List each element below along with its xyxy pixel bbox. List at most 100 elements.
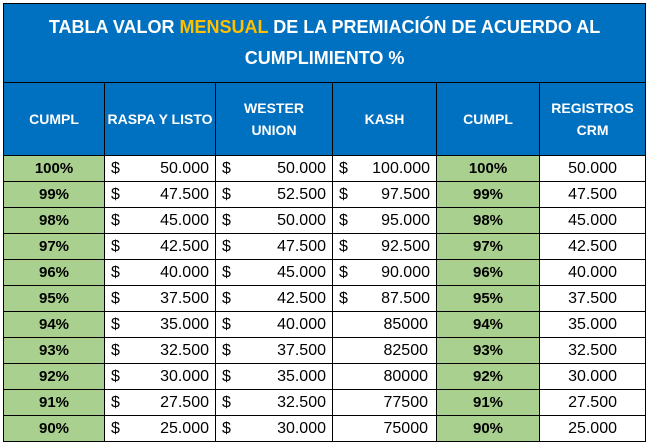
cell-kash[interactable]: $100.000 <box>332 155 437 182</box>
amount: 30.000 <box>277 419 326 437</box>
cell-wester-union[interactable]: $32.500 <box>215 389 333 416</box>
amount: 45.000 <box>277 263 326 281</box>
cell-wester-union[interactable]: $35.000 <box>215 363 333 390</box>
cell-cumpl-2[interactable]: 96% <box>436 259 540 286</box>
cell-cumpl-2[interactable]: 93% <box>436 337 540 364</box>
currency-symbol: $ <box>222 263 231 281</box>
cell-registros-crm[interactable]: 32.500 <box>538 337 647 364</box>
cell-cumpl[interactable]: 96% <box>3 259 105 286</box>
cell-cumpl-2[interactable]: 97% <box>436 233 540 260</box>
cell-kash[interactable]: 77500 <box>332 389 437 416</box>
cell-cumpl[interactable]: 100% <box>3 155 105 182</box>
amount: 40.000 <box>160 263 209 281</box>
currency-symbol: $ <box>222 185 231 203</box>
amount: 47.500 <box>160 185 209 203</box>
cell-cumpl[interactable]: 97% <box>3 233 105 260</box>
cell-raspa-y-listo[interactable]: $42.500 <box>104 233 216 260</box>
cell-wester-union[interactable]: $50.000 <box>215 155 333 182</box>
cell-raspa-y-listo[interactable]: $32.500 <box>104 337 216 364</box>
header-wester-union[interactable]: WESTER UNION <box>215 82 333 156</box>
cell-kash[interactable]: $97.500 <box>332 181 437 208</box>
cell-cumpl-2[interactable]: 92% <box>436 363 540 390</box>
cell-cumpl-2[interactable]: 100% <box>436 155 540 182</box>
currency-symbol: $ <box>222 289 231 307</box>
cell-cumpl[interactable]: 93% <box>3 337 105 364</box>
cell-raspa-y-listo[interactable]: $25.000 <box>104 415 216 442</box>
cell-raspa-y-listo[interactable]: $37.500 <box>104 285 216 312</box>
header-raspa-y-listo[interactable]: RASPA Y LISTO <box>104 82 216 156</box>
amount: 27.500 <box>160 393 209 411</box>
cell-cumpl[interactable]: 99% <box>3 181 105 208</box>
cell-raspa-y-listo[interactable]: $40.000 <box>104 259 216 286</box>
cell-cumpl-2[interactable]: 91% <box>436 389 540 416</box>
cell-cumpl[interactable]: 91% <box>3 389 105 416</box>
cell-raspa-y-listo[interactable]: $50.000 <box>104 155 216 182</box>
currency-symbol: $ <box>111 419 120 437</box>
amount: 37.500 <box>277 341 326 359</box>
header-registros-crm[interactable]: REGISTROS CRM <box>538 82 647 156</box>
amount: 30.000 <box>160 367 209 385</box>
cell-registros-crm[interactable]: 37.500 <box>538 285 647 312</box>
table-title[interactable]: TABLA VALOR MENSUAL DE LA PREMIACIÓN DE … <box>2 3 647 83</box>
cell-registros-crm[interactable]: 27.500 <box>538 389 647 416</box>
cell-registros-crm[interactable]: 47.500 <box>538 181 647 208</box>
header-cumpl-2[interactable]: CUMPL <box>436 82 540 156</box>
cell-cumpl[interactable]: 94% <box>3 311 105 338</box>
cell-registros-crm[interactable]: 50.000 <box>538 155 647 182</box>
cell-cumpl[interactable]: 90% <box>3 415 105 442</box>
cell-cumpl-2[interactable]: 90% <box>436 415 540 442</box>
cell-kash[interactable]: 82500 <box>332 337 437 364</box>
cell-registros-crm[interactable]: 45.000 <box>538 207 647 234</box>
cell-registros-crm[interactable]: 35.000 <box>538 311 647 338</box>
currency-symbol: $ <box>111 211 120 229</box>
premiacion-table: TABLA VALOR MENSUAL DE LA PREMIACIÓN DE … <box>2 3 647 442</box>
cell-raspa-y-listo[interactable]: $45.000 <box>104 207 216 234</box>
table-row: 96% $40.000 $45.000 $90.000 96% 40.000 <box>3 259 647 286</box>
amount: 87.500 <box>381 289 430 307</box>
amount: 100.000 <box>372 159 430 177</box>
cell-kash[interactable]: $87.500 <box>332 285 437 312</box>
cell-registros-crm[interactable]: 30.000 <box>538 363 647 390</box>
table-row: 90% $25.000 $30.000 75000 90% 25.000 <box>3 415 647 442</box>
amount: 90.000 <box>381 263 430 281</box>
cell-raspa-y-listo[interactable]: $27.500 <box>104 389 216 416</box>
cell-registros-crm[interactable]: 42.500 <box>538 233 647 260</box>
cell-wester-union[interactable]: $42.500 <box>215 285 333 312</box>
cell-cumpl[interactable]: 95% <box>3 285 105 312</box>
amount: 37.500 <box>160 289 209 307</box>
cell-wester-union[interactable]: $30.000 <box>215 415 333 442</box>
cell-cumpl-2[interactable]: 99% <box>436 181 540 208</box>
currency-symbol: $ <box>339 289 348 307</box>
cell-kash[interactable]: $90.000 <box>332 259 437 286</box>
amount: 50.000 <box>277 159 326 177</box>
table-row: 91% $27.500 $32.500 77500 91% 27.500 <box>3 389 647 416</box>
cell-cumpl-2[interactable]: 95% <box>436 285 540 312</box>
header-kash[interactable]: KASH <box>332 82 437 156</box>
cell-wester-union[interactable]: $40.000 <box>215 311 333 338</box>
cell-kash[interactable]: 80000 <box>332 363 437 390</box>
cell-raspa-y-listo[interactable]: $35.000 <box>104 311 216 338</box>
amount: 42.500 <box>277 289 326 307</box>
cell-kash[interactable]: 75000 <box>332 415 437 442</box>
cell-wester-union[interactable]: $45.000 <box>215 259 333 286</box>
cell-wester-union[interactable]: $37.500 <box>215 337 333 364</box>
title-line2: CUMPLIMIENTO % <box>244 48 405 68</box>
cell-wester-union[interactable]: $47.500 <box>215 233 333 260</box>
header-cumpl[interactable]: CUMPL <box>3 82 105 156</box>
cell-cumpl[interactable]: 92% <box>3 363 105 390</box>
cell-raspa-y-listo[interactable]: $30.000 <box>104 363 216 390</box>
cell-registros-crm[interactable]: 40.000 <box>538 259 647 286</box>
cell-kash[interactable]: $95.000 <box>332 207 437 234</box>
cell-registros-crm[interactable]: 25.000 <box>538 415 647 442</box>
cell-raspa-y-listo[interactable]: $47.500 <box>104 181 216 208</box>
currency-symbol: $ <box>222 159 231 177</box>
amount: 50.000 <box>160 159 209 177</box>
cell-kash[interactable]: $92.500 <box>332 233 437 260</box>
cell-cumpl-2[interactable]: 94% <box>436 311 540 338</box>
cell-wester-union[interactable]: $50.000 <box>215 207 333 234</box>
currency-symbol: $ <box>111 341 120 359</box>
cell-kash[interactable]: 85000 <box>332 311 437 338</box>
cell-cumpl-2[interactable]: 98% <box>436 207 540 234</box>
cell-cumpl[interactable]: 98% <box>3 207 105 234</box>
cell-wester-union[interactable]: $52.500 <box>215 181 333 208</box>
